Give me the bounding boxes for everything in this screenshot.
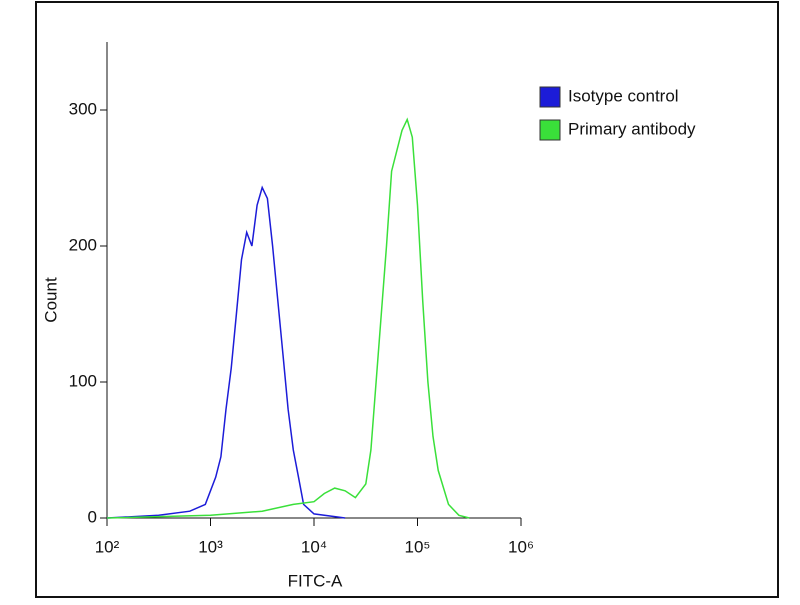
frame	[35, 1, 779, 598]
legend-swatch	[539, 86, 561, 108]
legend-label: Primary antibody	[568, 119, 696, 138]
x-tick-label: 10⁶	[508, 537, 534, 556]
x-axis-label: FITC-A	[288, 571, 343, 590]
x-tick-label: 10⁴	[301, 537, 327, 556]
legend-swatch	[539, 119, 561, 141]
x-tick-label: 10²	[95, 537, 120, 556]
y-tick-label: 0	[88, 507, 97, 526]
series-line	[106, 117, 470, 519]
x-tick-label: 10⁵	[405, 537, 431, 556]
x-tick-label: 10³	[198, 537, 223, 556]
legend-label: Isotype control	[568, 86, 679, 105]
y-axis-label: Count	[41, 277, 60, 323]
y-tick-label: 100	[69, 371, 97, 390]
series-line	[106, 185, 346, 519]
y-tick-label: 200	[69, 235, 97, 254]
y-tick-label: 300	[69, 99, 97, 118]
